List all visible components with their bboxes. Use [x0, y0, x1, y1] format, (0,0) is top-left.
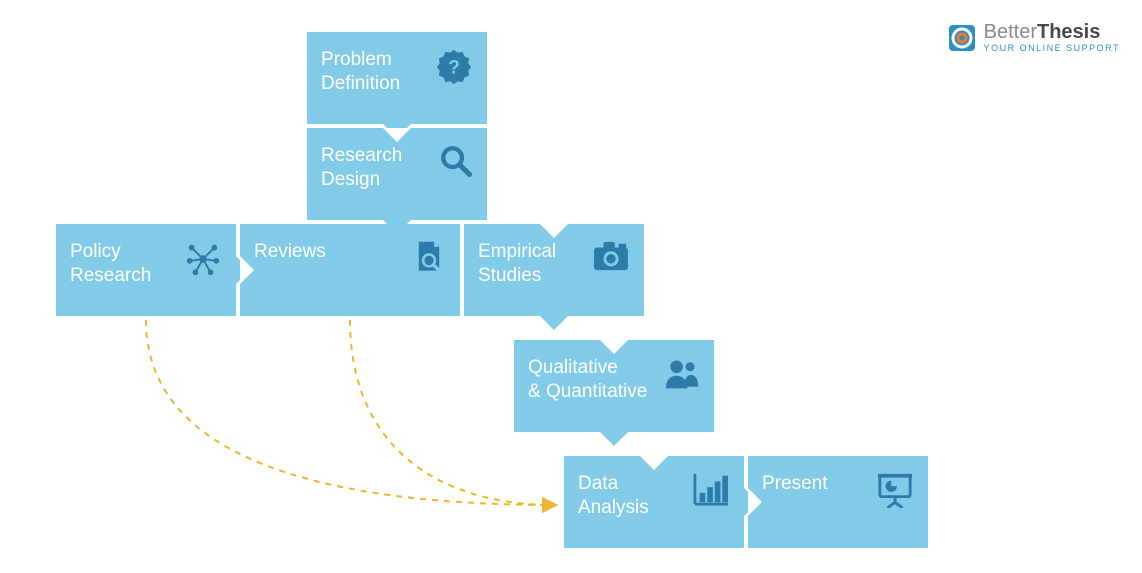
people-icon [664, 356, 700, 399]
node-design: Research Design [307, 128, 487, 220]
presentation-icon [876, 472, 914, 515]
node-empirical: Empirical Studies [464, 224, 644, 316]
dashed-arrow-policy [146, 320, 555, 505]
magnifier-icon [439, 144, 473, 185]
lifebuoy-icon [948, 24, 976, 52]
node-reviews: Reviews [240, 224, 460, 316]
node-label-qualquant: Qualitative & Quantitative [528, 356, 647, 404]
question-badge-icon: ? [435, 48, 473, 93]
brand-logo: BetterThesis YOUR ONLINE SUPPORT [948, 22, 1120, 53]
brand-text-light: Better [984, 21, 1037, 43]
node-present: Present [748, 456, 928, 548]
node-label-design: Research Design [321, 144, 402, 192]
brand-text-bold: Thesis [1037, 21, 1100, 43]
node-policy: Policy Research [56, 224, 236, 316]
node-label-empirical: Empirical Studies [478, 240, 556, 288]
node-qualquant: Qualitative & Quantitative [514, 340, 714, 432]
node-label-policy: Policy Research [70, 240, 151, 288]
node-label-present: Present [762, 472, 827, 496]
node-problem: Problem Definition? [307, 32, 487, 124]
node-label-problem: Problem Definition [321, 48, 400, 96]
camera-icon [592, 240, 630, 279]
svg-text:?: ? [448, 58, 460, 79]
bars-icon [692, 472, 730, 513]
network-icon [184, 240, 222, 285]
node-label-reviews: Reviews [254, 240, 326, 264]
node-label-analysis: Data Analysis [578, 472, 649, 520]
brand-tagline: YOUR ONLINE SUPPORT [984, 44, 1120, 53]
doc-search-icon [412, 240, 446, 281]
node-analysis: Data Analysis [564, 456, 744, 548]
